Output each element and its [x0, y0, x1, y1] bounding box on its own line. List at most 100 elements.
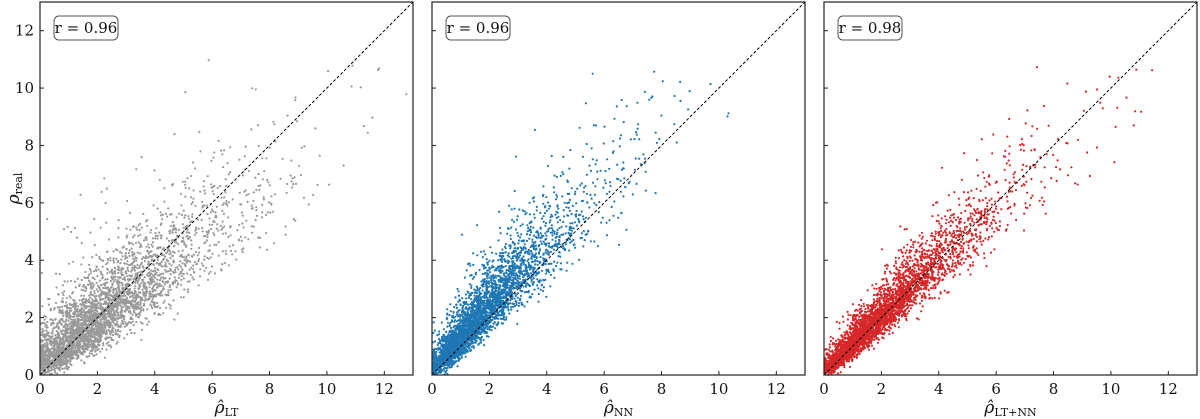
data-point [114, 272, 117, 275]
data-point [152, 274, 155, 277]
data-point [167, 291, 170, 294]
data-point [542, 289, 545, 293]
data-point [58, 347, 61, 350]
data-point [66, 315, 69, 318]
data-point [111, 273, 114, 276]
data-point [98, 255, 101, 258]
data-point [286, 114, 289, 117]
data-point [132, 243, 135, 246]
data-point [239, 235, 242, 238]
data-point [97, 343, 100, 346]
data-point [148, 286, 151, 289]
data-point [98, 295, 101, 298]
data-point [145, 288, 148, 291]
data-point [106, 296, 109, 299]
data-point [147, 256, 150, 259]
data-point [49, 366, 52, 369]
data-point [575, 224, 578, 227]
data-point [137, 301, 140, 304]
data-point [479, 339, 483, 342]
data-point [294, 96, 297, 99]
data-point [183, 216, 186, 219]
data-point [176, 312, 179, 315]
data-point [73, 315, 76, 318]
data-point [551, 238, 554, 241]
data-point [183, 256, 186, 259]
data-point [446, 313, 449, 316]
data-point [108, 271, 111, 274]
data-point [133, 234, 136, 237]
data-point [599, 169, 602, 172]
data-point [143, 276, 146, 279]
data-point [147, 268, 150, 271]
data-point [254, 219, 257, 222]
data-point [148, 290, 152, 293]
data-point [168, 286, 171, 289]
data-point [199, 190, 202, 193]
data-point [151, 255, 154, 258]
data-point [232, 244, 235, 247]
panel-2: 0 2 4 6 8 10 12ρ̂NNr = 0.96 [427, 1, 806, 419]
data-point [208, 244, 211, 247]
data-point [167, 294, 170, 297]
data-point [167, 207, 170, 210]
data-point [104, 300, 108, 303]
data-point [521, 223, 524, 226]
data-point [149, 228, 153, 231]
data-point [138, 266, 141, 269]
data-point [220, 149, 223, 152]
data-point [342, 164, 345, 167]
data-point [294, 99, 297, 102]
data-point [129, 316, 132, 319]
data-point [138, 276, 142, 279]
data-point [175, 216, 178, 219]
data-point [197, 284, 200, 287]
data-point [106, 320, 109, 323]
data-point [120, 252, 123, 255]
data-point [63, 280, 66, 283]
data-point [59, 318, 62, 321]
x-tick-label: 6 [207, 380, 217, 398]
data-point [528, 237, 531, 240]
data-point [86, 299, 89, 303]
data-point [121, 314, 124, 317]
data-point [84, 305, 87, 308]
data-point [189, 196, 193, 199]
data-point [197, 260, 200, 263]
x-tick-label: 8 [265, 380, 275, 398]
data-point [188, 217, 191, 220]
data-point [180, 283, 183, 286]
data-point [152, 204, 155, 207]
data-point [169, 307, 172, 310]
data-point [41, 330, 44, 333]
data-point [266, 178, 269, 182]
data-point [292, 183, 295, 186]
data-point [187, 288, 190, 291]
data-point [184, 186, 187, 189]
data-point [180, 213, 184, 216]
data-point [45, 371, 48, 374]
data-point [126, 234, 129, 237]
data-point [127, 310, 131, 313]
data-point [111, 327, 114, 330]
data-point [270, 195, 273, 198]
data-point [92, 303, 95, 306]
data-point [83, 294, 86, 297]
data-point [42, 339, 45, 342]
data-point [128, 320, 131, 324]
data-point [111, 333, 114, 337]
data-point [178, 264, 181, 267]
data-point [156, 207, 159, 210]
data-point [186, 280, 189, 283]
data-point [281, 157, 284, 160]
data-point [165, 215, 169, 218]
data-point [136, 271, 139, 274]
data-point [554, 264, 558, 268]
data-point [69, 296, 72, 300]
data-point [133, 289, 136, 292]
data-point [74, 347, 77, 350]
data-point [124, 321, 127, 324]
data-point [103, 317, 106, 320]
data-point [226, 204, 229, 207]
data-point [162, 288, 165, 291]
